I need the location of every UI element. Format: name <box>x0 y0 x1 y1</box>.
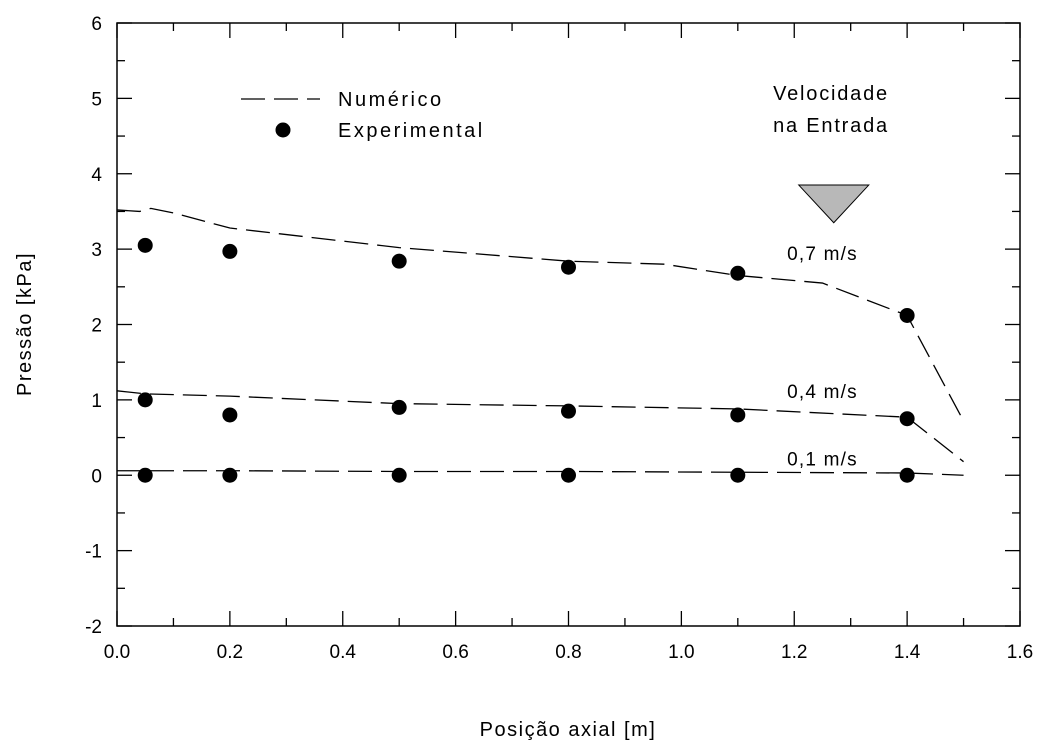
numerico-line <box>117 470 964 476</box>
experimental-point <box>561 259 576 275</box>
series-label: 0,4 m/s <box>787 382 858 403</box>
inlet-velocity-annotation: Velocidade na Entrada <box>773 83 889 224</box>
experimental-point <box>561 403 576 419</box>
y-tick-label: 1 <box>91 391 102 412</box>
y-tick-label: 5 <box>91 89 102 110</box>
experimental-point <box>222 243 238 259</box>
axis-ticks <box>116 22 1021 627</box>
experimental-point <box>222 467 238 483</box>
experimental-point <box>899 307 915 323</box>
experimental-point <box>137 467 153 483</box>
x-tick-label: 1.4 <box>894 642 921 663</box>
experimental-point <box>561 467 576 483</box>
experimental-point <box>730 467 746 483</box>
legend-numerico-label: Numérico <box>338 89 444 111</box>
y-tick-label: 4 <box>91 165 102 186</box>
experimental-point <box>730 265 746 281</box>
legend-experimental-swatch <box>275 122 291 138</box>
y-tick-label: 6 <box>91 14 102 35</box>
x-tick-label: 1.0 <box>668 642 694 663</box>
experimental-point <box>222 407 238 423</box>
x-axis-title: Posição axial [m] <box>480 719 657 741</box>
x-tick-label: 0.2 <box>217 642 243 663</box>
y-tick-label: 2 <box>91 316 102 337</box>
x-tick-label: 0.0 <box>104 642 130 663</box>
experimental-point <box>137 392 153 408</box>
experimental-point <box>730 407 746 423</box>
experimental-point <box>391 399 407 415</box>
y-axis-title: Pressão [kPa] <box>14 252 36 396</box>
experimental-point <box>899 467 915 483</box>
x-tick-label: 0.4 <box>330 642 357 663</box>
series-0: 0,7 m/s <box>116 207 965 422</box>
tick-labels: 0.0 0.2 0.4 0.6 0.8 1.0 1.2 1.4 1.6 -2 -1 0 1 2 3 4 5 6 <box>85 14 1033 663</box>
series-label: 0,1 m/s <box>787 450 858 471</box>
y-tick-label: -1 <box>85 542 102 563</box>
y-tick-label: 0 <box>91 466 102 487</box>
y-tick-label: 3 <box>91 240 102 261</box>
experimental-point <box>137 237 153 253</box>
experimental-point <box>391 467 407 483</box>
annotation-line-1: Velocidade <box>773 83 889 105</box>
x-tick-label: 1.6 <box>1007 642 1033 663</box>
series-1: 0,4 m/s <box>116 382 964 463</box>
legend-experimental-label: Experimental <box>338 120 485 142</box>
series-label: 0,7 m/s <box>787 244 858 265</box>
x-tick-label: 0.6 <box>442 642 468 663</box>
series-2: 0,1 m/s <box>117 450 964 483</box>
x-tick-label: 1.2 <box>781 642 807 663</box>
series-group: 0,7 m/s 0,4 m/s 0,1 m/s <box>116 207 965 483</box>
numerico-line <box>116 390 964 463</box>
y-tick-label: -2 <box>85 617 102 638</box>
x-tick-label: 0.8 <box>555 642 581 663</box>
experimental-point <box>391 253 407 269</box>
legend: Numérico Experimental <box>241 89 485 142</box>
inlet-triangle-icon <box>797 184 870 224</box>
experimental-point <box>899 411 915 427</box>
plot-frame <box>116 22 1021 627</box>
annotation-line-2: na Entrada <box>773 115 889 137</box>
numerico-line <box>116 207 965 422</box>
